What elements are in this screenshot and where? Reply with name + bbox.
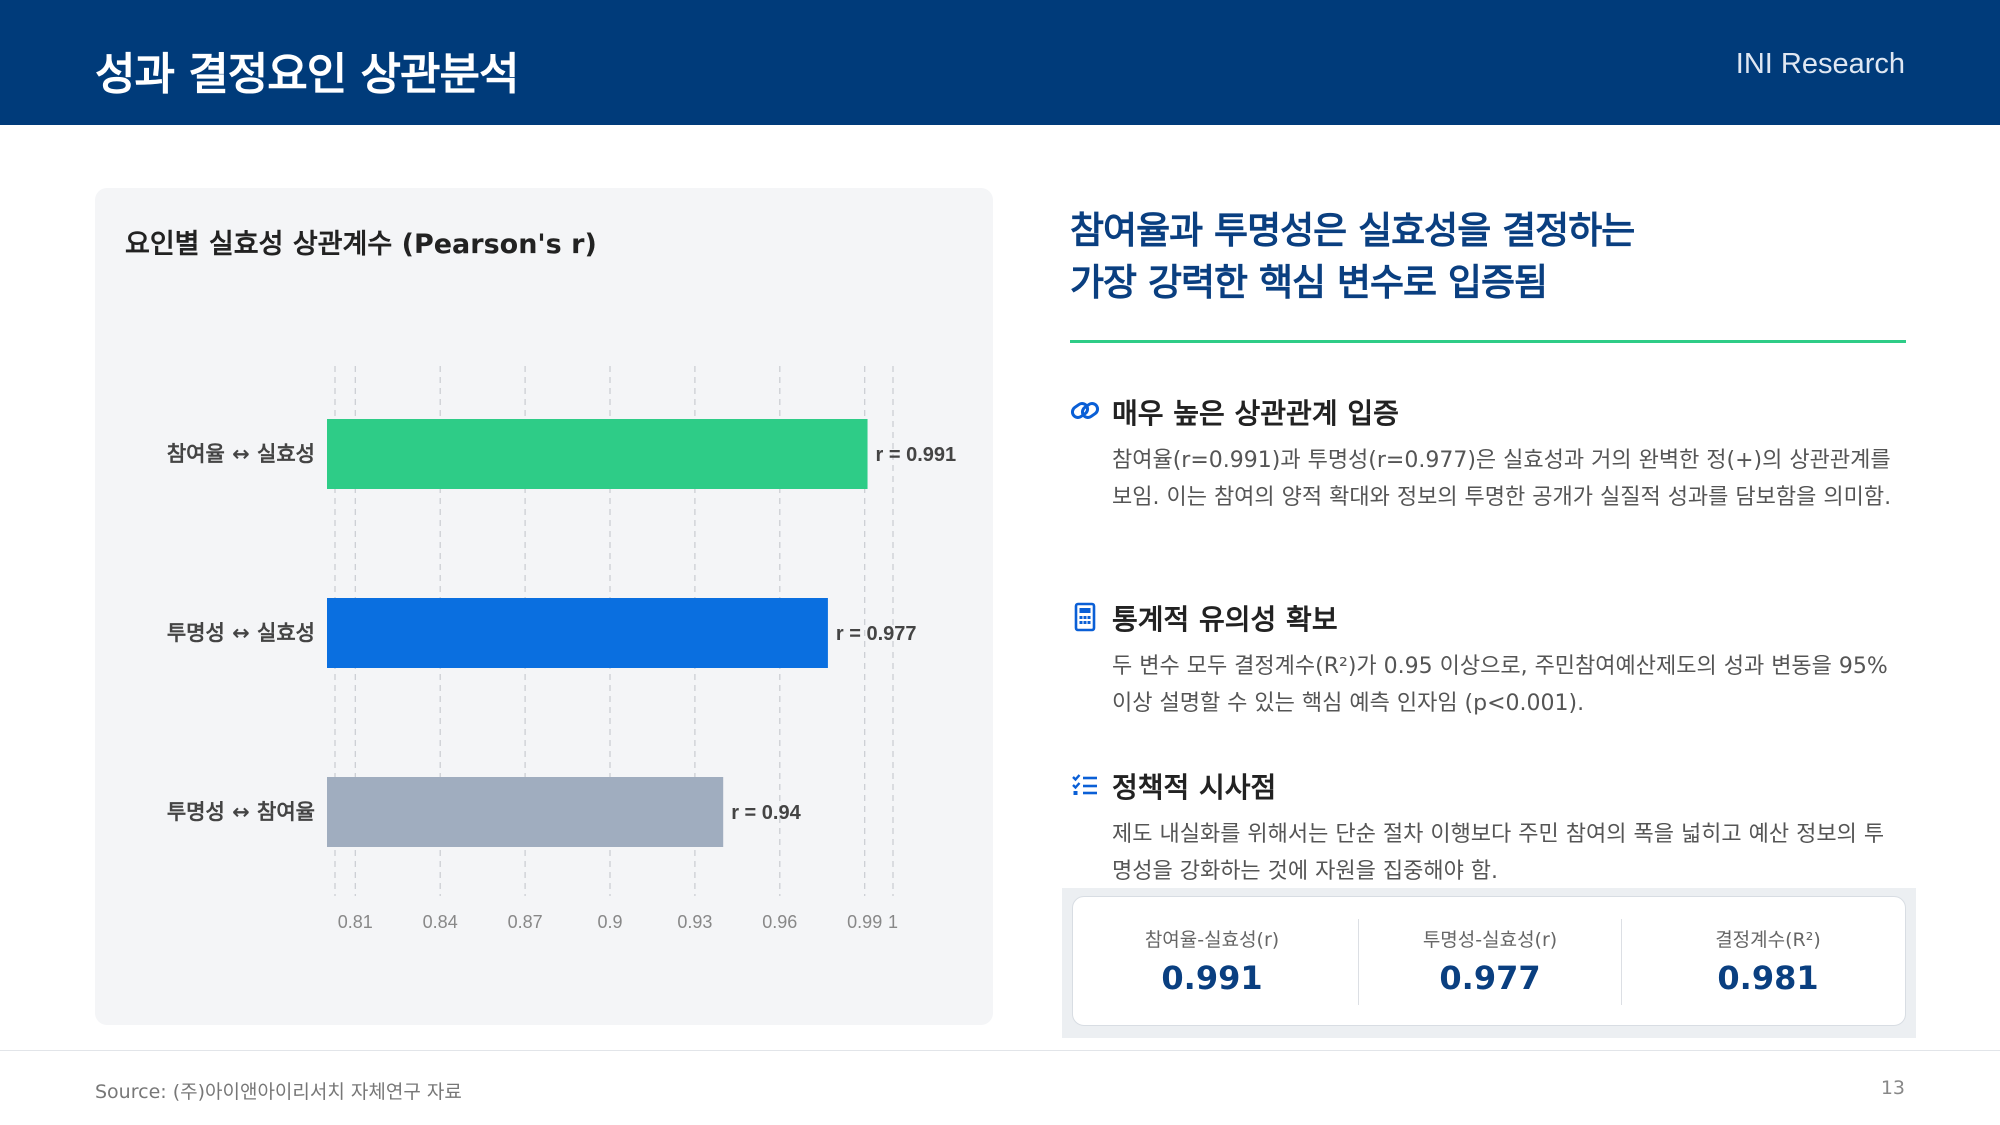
metric-transparency: 투명성-실효성(r) 0.977 xyxy=(1351,897,1629,1027)
metrics-card: 참여율-실효성(r) 0.991 투명성-실효성(r) 0.977 결정계수(R… xyxy=(1072,896,1906,1026)
footer-divider xyxy=(0,1050,2000,1051)
x-tick-label: 0.99 xyxy=(847,912,882,932)
bar xyxy=(327,777,724,847)
metric-participation: 참여율-실효성(r) 0.991 xyxy=(1073,897,1351,1027)
x-tick-label: 0.87 xyxy=(508,912,543,932)
section-title: 매우 높은 상관관계 입증 xyxy=(1112,397,1399,430)
metric-label: 참여율-실효성(r) xyxy=(1144,929,1280,951)
chart-title: 요인별 실효성 상관계수 (Pearson's r) xyxy=(125,229,597,260)
section-body: 참여율(r=0.991)과 투명성(r=0.977)은 실효성과 거의 완벽한 … xyxy=(1112,448,1892,510)
data-label: r = 0.991 xyxy=(876,444,957,466)
category-label: 투명성 ↔ 참여율 xyxy=(167,800,315,824)
brand-label: INI Research xyxy=(1735,48,1905,80)
metric-value: 0.981 xyxy=(1717,959,1819,997)
bar xyxy=(327,419,868,489)
page-number: 13 xyxy=(1880,1077,1905,1099)
data-label: r = 0.977 xyxy=(836,623,917,645)
metric-divider xyxy=(1358,919,1359,1005)
x-tick-label: 1 xyxy=(888,912,898,932)
calculator-icon xyxy=(1074,602,1096,632)
section-significance: 통계적 유의성 확보 두 변수 모두 결정계수(R²)가 0.95 이상으로, … xyxy=(1070,598,1910,722)
metric-label: 결정계수(R²) xyxy=(1715,929,1821,951)
metric-determination: 결정계수(R²) 0.981 xyxy=(1629,897,1907,1027)
category-label: 참여율 ↔ 실효성 xyxy=(167,442,315,466)
data-label: r = 0.94 xyxy=(731,802,801,824)
chart-panel: 요인별 실효성 상관계수 (Pearson's r) 0.81 0.84 0.87 0… xyxy=(95,188,993,1025)
right-heading: 참여율과 투명성은 실효성을 결정하는 가장 강력한 핵심 변수로 입증됨 xyxy=(1070,205,1910,309)
page-title: 성과 결정요인 상관분석 xyxy=(95,49,519,100)
x-tick-label: 0.96 xyxy=(762,912,797,932)
section-title: 정책적 시사점 xyxy=(1112,771,1277,804)
checklist-icon xyxy=(1072,774,1097,795)
section-correlation: 매우 높은 상관관계 입증 참여율(r=0.991)과 투명성(r=0.977)… xyxy=(1070,392,1910,516)
source-note: Source: (주)아이앤아이리서치 자체연구 자료 xyxy=(95,1081,462,1103)
section-body: 두 변수 모두 결정계수(R²)가 0.95 이상으로, 주민참여예산제도의 성… xyxy=(1112,654,1888,716)
metric-label: 투명성-실효성(r) xyxy=(1422,929,1558,951)
x-tick-label: 0.93 xyxy=(677,912,712,932)
header-bar: 성과 결정요인 상관분석 INI Research xyxy=(0,0,2000,125)
correlation-bar-chart: 0.81 0.84 0.87 0.9 0.93 0.96 0.99 1 참여율 ↔ 실효성 r =… xyxy=(167,366,957,932)
link-icon xyxy=(1070,402,1100,419)
section-title: 통계적 유의성 확보 xyxy=(1112,603,1338,636)
section-implication: 정책적 시사점 제도 내실화를 위해서는 단순 절차 이행보다 주민 참여의 폭… xyxy=(1070,766,1910,890)
metric-divider xyxy=(1621,919,1622,1005)
metric-value: 0.991 xyxy=(1161,959,1263,997)
metric-value: 0.977 xyxy=(1439,959,1541,997)
x-tick-label: 0.84 xyxy=(423,912,458,932)
heading-line-1: 참여율과 투명성은 실효성을 결정하는 xyxy=(1070,209,1635,252)
category-label: 투명성 ↔ 실효성 xyxy=(167,621,315,645)
section-body: 제도 내실화를 위해서는 단순 절차 이행보다 주민 참여의 폭을 넓히고 예산… xyxy=(1112,822,1885,884)
x-tick-label: 0.81 xyxy=(338,912,373,932)
x-tick-label: 0.9 xyxy=(597,912,622,932)
bar xyxy=(327,598,828,668)
heading-divider xyxy=(1070,340,1906,343)
heading-line-2: 가장 강력한 핵심 변수로 입증됨 xyxy=(1070,261,1548,304)
